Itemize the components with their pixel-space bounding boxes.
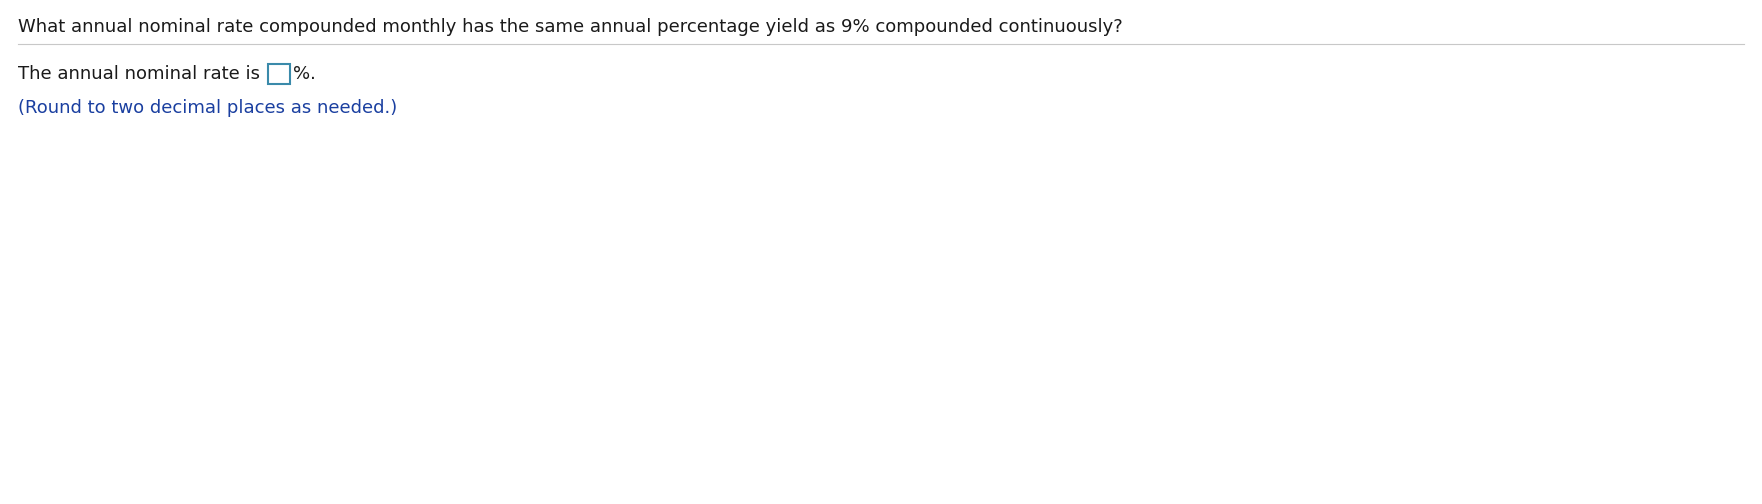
- Text: The annual nominal rate is: The annual nominal rate is: [18, 65, 266, 83]
- Text: %.: %.: [292, 65, 315, 83]
- Bar: [268, 64, 289, 84]
- Text: What annual nominal rate compounded monthly has the same annual percentage yield: What annual nominal rate compounded mont…: [18, 18, 1122, 36]
- Text: (Round to two decimal places as needed.): (Round to two decimal places as needed.): [18, 99, 396, 117]
